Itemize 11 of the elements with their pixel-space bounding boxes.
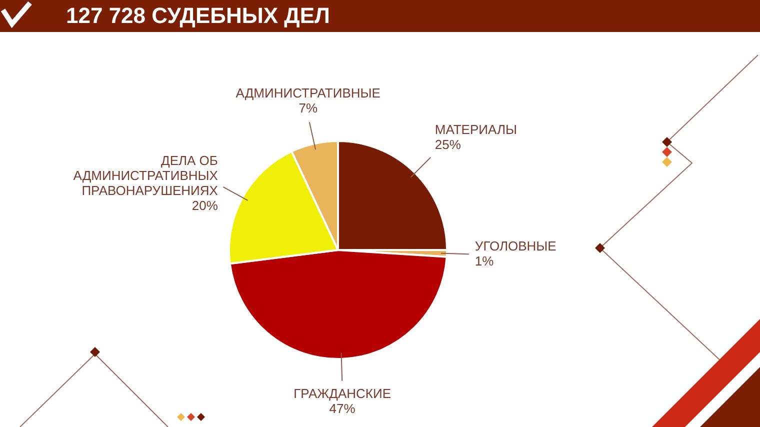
data-label: 47%: [329, 401, 356, 416]
data-label: 25%: [434, 137, 462, 152]
data-label: 7%: [298, 100, 318, 116]
data-label: 1%: [474, 253, 494, 268]
slice-label: МАТЕРИАЛЫ: [434, 122, 517, 138]
chart-title: 127 728 СУДЕБНЫХ ДЕЛ: [66, 2, 330, 30]
slice-label: УГОЛОВНЫЕ: [474, 238, 557, 254]
slice-label: ДЕЛА ОБ АДМИНИСТРАТИВНЫХ ПРАВОНАРУШЕНИЯХ: [73, 153, 218, 198]
slice-label: АДМИНИСТРАТИВНЫЕ: [236, 85, 381, 100]
data-label: 20%: [192, 198, 218, 214]
slice-label: ГРАЖДАНСКИЕ: [294, 386, 392, 402]
